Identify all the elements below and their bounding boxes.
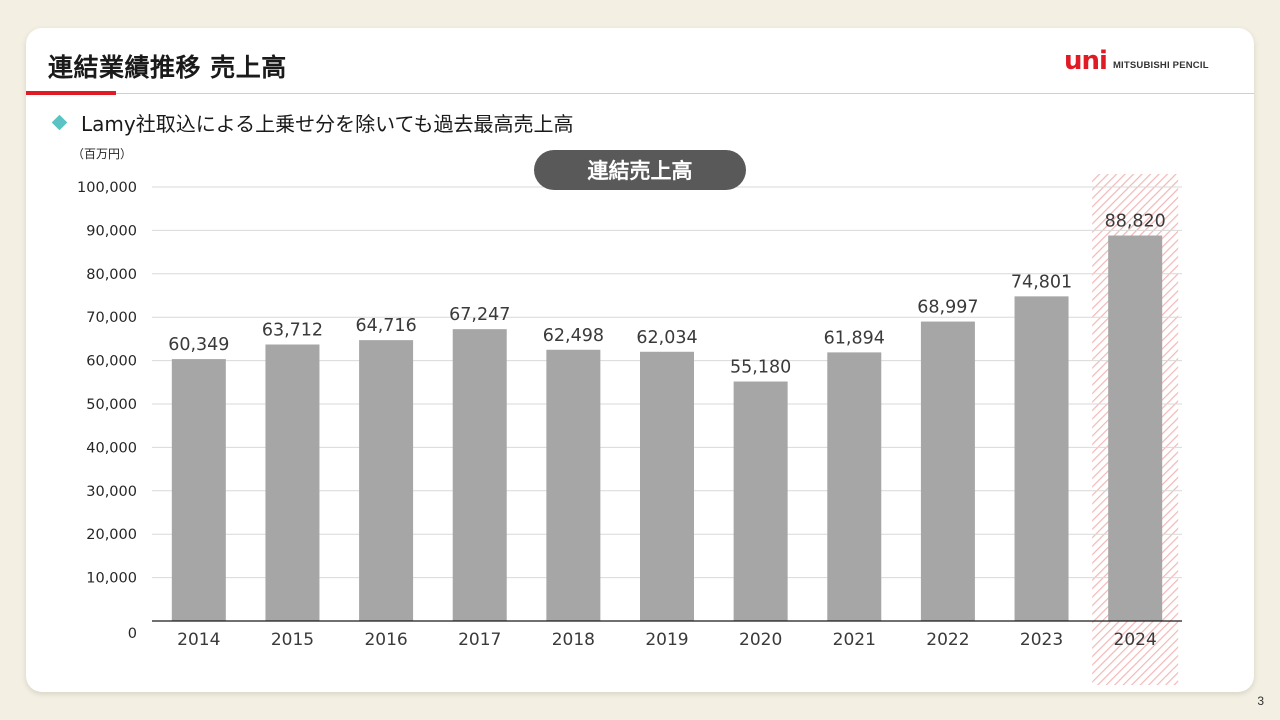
- y-tick-label: 100,000: [77, 180, 137, 196]
- x-tick-label-2016: 2016: [364, 630, 407, 650]
- bar-2023: [1014, 296, 1069, 621]
- x-tick-label-2019: 2019: [645, 630, 688, 650]
- x-tick-label-2018: 2018: [552, 630, 595, 650]
- y-tick-label: 80,000: [86, 267, 137, 283]
- unit-label: （百万円）: [72, 147, 132, 161]
- x-tick-label-2021: 2021: [833, 630, 876, 650]
- chart-title: 連結売上高: [588, 159, 693, 183]
- y-tick-label: 40,000: [86, 440, 137, 456]
- page-number: 3: [1257, 694, 1264, 708]
- title-accent-bar: [26, 91, 116, 95]
- bar-2014: [171, 359, 226, 621]
- x-tick-label-2024: 2024: [1114, 630, 1157, 650]
- y-tick-label: 70,000: [86, 310, 137, 326]
- y-tick-label: 10,000: [86, 571, 137, 587]
- subtitle: Lamy社取込による上乗せ分を除いても過去最高売上高: [50, 108, 574, 137]
- logo-mark: uni: [1064, 46, 1108, 76]
- x-tick-label-2022: 2022: [926, 630, 969, 650]
- data-label-2019: 62,034: [636, 328, 697, 348]
- data-label-2021: 61,894: [824, 328, 885, 348]
- company-logo: uni MITSUBISHI PENCIL: [1064, 48, 1209, 74]
- title-divider: [26, 93, 1254, 94]
- subtitle-text: Lamy社取込による上乗せ分を除いても過去最高売上高: [81, 112, 574, 136]
- y-tick-label: 0: [128, 626, 137, 642]
- data-label-2016: 64,716: [355, 316, 416, 336]
- y-tick-label: 90,000: [86, 223, 137, 239]
- logo-text: MITSUBISHI PENCIL: [1112, 60, 1209, 71]
- data-label-2023: 74,801: [1011, 272, 1072, 292]
- bar-2019: [640, 351, 694, 621]
- bar-2015: [265, 344, 320, 621]
- y-tick-label: 20,000: [86, 527, 137, 543]
- y-tick-label: 50,000: [86, 397, 137, 413]
- y-tick-label: 30,000: [86, 484, 137, 500]
- data-label-2022: 68,997: [917, 298, 978, 318]
- bar-2022: [920, 321, 975, 621]
- x-tick-label-2020: 2020: [739, 630, 782, 650]
- bar-2020: [733, 381, 788, 621]
- bar-2021: [827, 352, 882, 621]
- x-tick-label-2017: 2017: [458, 630, 501, 650]
- bar-2018: [546, 349, 601, 621]
- x-tick-label-2014: 2014: [177, 630, 220, 650]
- data-label-2020: 55,180: [730, 358, 791, 378]
- x-tick-label-2015: 2015: [271, 630, 314, 650]
- data-label-2018: 62,498: [543, 326, 604, 346]
- data-label-2014: 60,349: [168, 335, 229, 355]
- x-tick-label-2023: 2023: [1020, 630, 1063, 650]
- bar-2016: [359, 340, 414, 621]
- page-title: 連結業績推移 売上高: [48, 53, 287, 82]
- bar-2024: [1108, 235, 1163, 622]
- data-label-2017: 67,247: [449, 305, 510, 325]
- bar-2017: [452, 329, 507, 621]
- data-label-2024: 88,820: [1105, 212, 1166, 232]
- data-label-2015: 63,712: [262, 320, 323, 340]
- y-tick-label: 60,000: [86, 354, 137, 370]
- chart-title-pill: [534, 150, 746, 190]
